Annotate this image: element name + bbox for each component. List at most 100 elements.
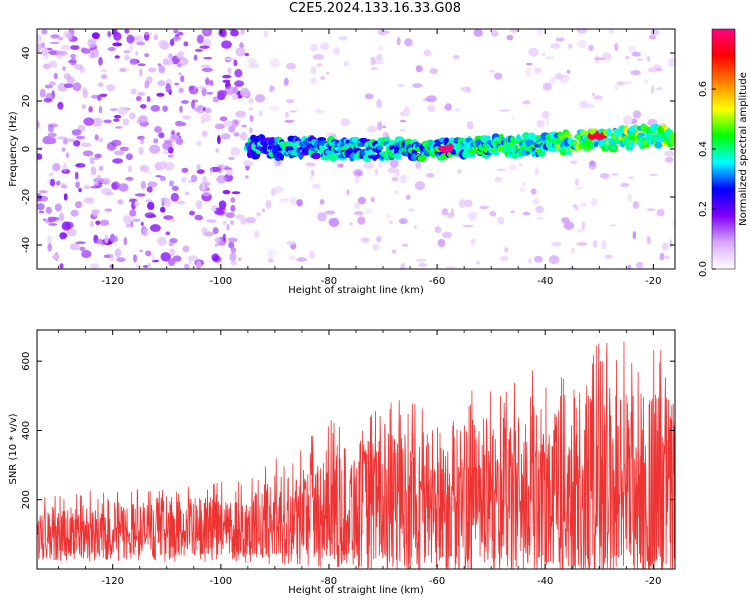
- spectrogram-noise-blob: [399, 128, 406, 132]
- spectrogram-noise-blob: [394, 190, 399, 195]
- spectrogram-noise-blob: [201, 182, 206, 191]
- spectrogram-noise-blob: [137, 63, 146, 67]
- spectrogram-noise-blob: [222, 79, 231, 84]
- y-tick-label: 400: [21, 421, 32, 440]
- spectrogram-noise-blob: [412, 83, 423, 89]
- spectrogram-noise-blob: [235, 110, 247, 118]
- spectrogram-noise-blob: [458, 199, 466, 208]
- spectrogram-noise-blob: [413, 225, 417, 229]
- spectrogram-noise-blob: [65, 221, 74, 229]
- x-tick-label: -100: [209, 576, 232, 587]
- spectrogram-noise-blob: [214, 123, 225, 130]
- spectrogram-noise-blob: [549, 76, 557, 85]
- spectrogram-noise-blob: [370, 56, 376, 66]
- spectrogram-noise-blob: [284, 111, 289, 119]
- spectrogram-noise-blob: [168, 242, 174, 247]
- y-tick-label: 40: [21, 47, 32, 60]
- spectrogram-noise-blob: [203, 29, 210, 35]
- spectrogram-noise-blob: [49, 178, 56, 187]
- spectrogram-noise-blob: [609, 224, 617, 227]
- spectrogram-noise-blob: [38, 190, 48, 194]
- spectrogram-noise-blob: [366, 125, 378, 133]
- spectrogram-noise-blob: [37, 43, 41, 53]
- spectrogram-signal-blob: [377, 145, 384, 151]
- spectrogram-noise-blob: [630, 70, 641, 76]
- spectrogram-noise-blob: [245, 175, 249, 179]
- spectrogram-noise-blob: [70, 45, 80, 50]
- spectrogram-noise-blob: [241, 124, 247, 128]
- spectrogram-noise-blob: [357, 216, 366, 225]
- spectrogram-noise-blob: [114, 55, 120, 59]
- spectrogram-noise-blob: [305, 162, 316, 167]
- spectrogram-noise-blob: [132, 35, 144, 44]
- spectrogram-noise-blob: [145, 250, 152, 257]
- spectrogram-signal-blob: [670, 138, 675, 146]
- spectrogram-noise-blob: [78, 188, 82, 193]
- x-tick-label: -40: [537, 276, 553, 287]
- spectrogram-noise-blob: [217, 135, 221, 145]
- spectrogram-noise-blob: [510, 29, 519, 33]
- spectrogram-signal-blob: [311, 152, 321, 160]
- spectrogram-noise-blob: [190, 174, 198, 183]
- spectrogram-peak: [595, 134, 604, 140]
- spectrogram-noise-blob: [649, 173, 658, 177]
- spectrogram-noise-blob: [230, 29, 239, 37]
- spectrogram-noise-blob: [535, 205, 544, 214]
- spectrogram-noise-blob: [230, 204, 236, 212]
- spectrogram-noise-blob: [590, 198, 598, 207]
- x-tick-label: -80: [321, 276, 337, 287]
- spectrogram-noise-blob: [75, 163, 86, 168]
- spectrogram-noise-blob: [234, 214, 245, 220]
- spectrogram-noise-blob: [165, 83, 171, 93]
- spectrogram-noise-blob: [218, 200, 227, 209]
- spectrogram-noise-blob: [223, 120, 233, 127]
- spectrogram-noise-blob: [418, 263, 428, 267]
- spectrogram-noise-blob: [317, 110, 325, 114]
- spectrogram-signal-blob: [593, 141, 599, 147]
- spectrogram-noise-blob: [129, 58, 138, 66]
- spectrogram-x-axis-label: Height of straight line (km): [288, 285, 424, 296]
- spectrogram-noise-blob: [623, 115, 633, 125]
- spectrogram-signal-blob: [284, 140, 295, 147]
- spectrogram-noise-blob: [172, 36, 182, 41]
- spectrogram-noise-blob: [156, 92, 165, 97]
- colorbar-tick-label: 0.6: [698, 81, 709, 97]
- spectrogram-noise-blob: [66, 228, 77, 237]
- spectrogram-noise-blob: [144, 53, 150, 58]
- spectrogram-noise-blob: [162, 105, 168, 112]
- spectrogram-noise-blob: [247, 57, 257, 65]
- spectrogram-noise-blob: [269, 85, 274, 93]
- spectrogram-noise-blob: [94, 134, 99, 141]
- spectrogram-noise-blob: [620, 182, 629, 188]
- spectrogram-signal-blob: [537, 150, 546, 157]
- spectrogram-noise-blob: [631, 51, 641, 57]
- spectrogram-noise-blob: [99, 93, 108, 98]
- spectrogram-noise-blob: [285, 98, 295, 104]
- spectrogram-noise-blob: [496, 168, 506, 172]
- spectrogram-noise-blob: [406, 194, 411, 200]
- spectrogram-noise-blob: [158, 132, 165, 139]
- spectrogram-noise-blob: [454, 108, 461, 112]
- spectrogram-noise-blob: [426, 95, 437, 103]
- spectrogram-noise-blob: [175, 120, 184, 127]
- spectrogram-noise-blob: [194, 214, 203, 221]
- spectrogram-noise-blob: [60, 44, 71, 51]
- spectrogram-noise-blob: [414, 181, 426, 191]
- spectrogram-noise-blob: [166, 219, 176, 222]
- spectrogram-noise-blob: [196, 104, 206, 114]
- spectrogram-signal-blob: [411, 149, 418, 155]
- spectrogram-noise-blob: [545, 56, 555, 60]
- spectrogram-noise-blob: [494, 72, 503, 80]
- spectrogram-noise-blob: [129, 112, 136, 120]
- spectrogram-noise-blob: [231, 119, 241, 123]
- spectrogram-noise-blob: [456, 169, 462, 175]
- spectrogram-noise-blob: [354, 211, 364, 216]
- spectrogram-noise-blob: [310, 77, 317, 84]
- spectrogram-noise-blob: [646, 55, 651, 62]
- spectrogram-noise-blob: [201, 67, 213, 73]
- spectrogram-signal-blob: [492, 151, 500, 156]
- spectrogram-noise-blob: [404, 38, 413, 47]
- spectrogram-noise-blob: [211, 204, 218, 212]
- x-tick-label: -100: [209, 276, 232, 287]
- spectrogram-noise-blob: [425, 173, 435, 178]
